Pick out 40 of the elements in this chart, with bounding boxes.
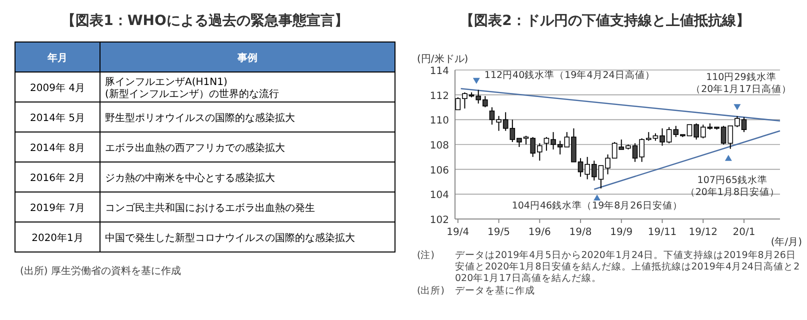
text: 2014年 8月	[30, 142, 85, 154]
x-axis-title: (年/月)	[770, 236, 802, 248]
text: 2016年 2月	[30, 172, 85, 184]
text: (出所) 厚生労働省の資料を基に作成	[20, 265, 181, 277]
x-tick-label: 20/1	[732, 227, 756, 238]
x-tick-label: 19/5	[488, 227, 510, 238]
x-tick-label: 19/4	[446, 227, 470, 238]
x-tick-label: 19/11	[648, 227, 677, 238]
x-tick-label: 19/8	[569, 227, 592, 238]
y-tick-label: 106	[430, 165, 449, 176]
text: (出所) データを基に作成	[417, 284, 535, 296]
text: 中国で発生した新型コロナウイルスの国際的な感染拡大	[105, 232, 355, 244]
y-axis-title: (円/米ドル)	[417, 53, 468, 65]
text: (注) データは2019年4月5日から2020年1月24日。下値支持線は2019年8月26日安値と2020年1月8日安値を結んだ線。上値抵抗線は2019年4月24日高値と2020年1月17日高値を結んだ線。	[417, 250, 800, 284]
annotation: 107円65銭水準（20年1月8日安値）	[685, 174, 780, 198]
text: ジカ熱の中南米を中心とする感染拡大	[105, 172, 275, 184]
annotation: 112円40銭水準（19年4月24日高値）	[484, 68, 655, 81]
text: 2009年 4月	[30, 82, 85, 94]
text: 事例	[236, 52, 258, 64]
y-tick-label: 114	[430, 66, 449, 77]
text: 2020年1月	[32, 232, 84, 244]
y-tick-label: 104	[430, 190, 449, 202]
chart-title: 【図表2：ドル円の下値支持線と上値抵抗線】	[460, 13, 750, 29]
text: 年月	[46, 52, 68, 64]
annotation: 104円46銭水準（19年8月26日安値）	[512, 199, 682, 212]
y-tick-label: 112	[430, 90, 449, 102]
text: 豚インフルエンザA(H1N1)(新型インフルエンザ）の世界的な流行	[105, 77, 279, 100]
text: 2014年 5月	[30, 112, 85, 124]
x-tick-label: 19/6	[528, 227, 551, 238]
y-tick-label: 108	[430, 140, 449, 152]
x-tick-label: 19/9	[610, 227, 633, 238]
y-tick-label: 110	[430, 116, 449, 127]
text: コンゴ民主共和国におけるエボラ出血熱の発生	[105, 202, 315, 214]
y-tick-label: 102	[430, 215, 449, 226]
text: 野生型ポリオウイルスの国際的な感染拡大	[105, 112, 295, 124]
text: 2019年 7月	[30, 202, 85, 214]
x-tick-label: 19/12	[688, 227, 718, 238]
text: エボラ出血熱の西アフリカでの感染拡大	[105, 142, 285, 154]
annotation: 110円29銭水準（20年1月17日高値）	[691, 71, 792, 96]
text: 【図表1：WHOによる過去の緊急事態宣言】	[62, 12, 348, 29]
